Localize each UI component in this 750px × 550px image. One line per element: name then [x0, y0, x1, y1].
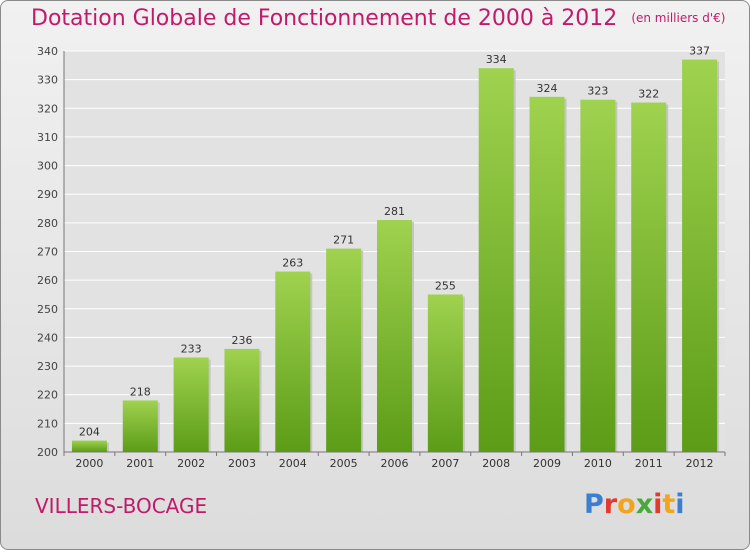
x-tick-label: 2004 — [279, 457, 307, 470]
x-tick-label: 2000 — [75, 457, 103, 470]
x-tick-label: 2009 — [533, 457, 561, 470]
y-tick-label: 240 — [37, 331, 58, 344]
brand-letter: x — [635, 489, 654, 520]
data-label: 255 — [435, 279, 456, 292]
brand-letter: P — [584, 489, 604, 520]
brand-letter: i — [653, 489, 663, 520]
bar — [631, 102, 667, 453]
data-label: 218 — [130, 385, 151, 398]
unit-label: (en milliers d'€) — [631, 11, 726, 25]
x-tick-label: 2010 — [584, 457, 612, 470]
data-label: 204 — [79, 426, 100, 439]
x-tick-label: 2012 — [686, 457, 714, 470]
bar — [224, 348, 260, 452]
data-label: 271 — [333, 234, 354, 247]
data-label: 322 — [638, 88, 659, 101]
brand-letter: o — [617, 489, 636, 520]
data-label: 233 — [181, 342, 202, 355]
y-tick-label: 250 — [37, 303, 58, 316]
x-tick-label: 2008 — [482, 457, 510, 470]
data-label: 337 — [689, 45, 710, 58]
y-tick-label: 260 — [37, 274, 58, 287]
bar — [682, 59, 718, 452]
x-tick-label: 2005 — [330, 457, 358, 470]
data-label: 281 — [384, 205, 405, 218]
y-tick-label: 280 — [37, 217, 58, 230]
data-label: 236 — [231, 334, 252, 347]
proxiti-logo: Proxiti — [584, 489, 685, 520]
bar — [580, 99, 616, 452]
bar — [326, 248, 362, 452]
x-tick-label: 2006 — [381, 457, 409, 470]
y-tick-label: 310 — [37, 131, 58, 144]
bar — [529, 96, 565, 452]
bar — [427, 294, 463, 452]
bar — [173, 357, 209, 452]
y-tick-label: 330 — [37, 74, 58, 87]
y-tick-label: 270 — [37, 246, 58, 259]
brand-letter: t — [662, 489, 676, 520]
bar — [275, 271, 311, 452]
x-tick-label: 2002 — [177, 457, 205, 470]
bar — [377, 219, 412, 452]
x-tick-label: 2007 — [431, 457, 459, 470]
title-text: Dotation Globale de Fonctionnement de 20… — [31, 6, 618, 31]
data-label: 323 — [587, 85, 608, 98]
data-label: 263 — [282, 257, 303, 270]
y-tick-label: 300 — [37, 160, 58, 173]
bar — [71, 440, 107, 452]
chart-title: Dotation Globale de Fonctionnement de 20… — [31, 6, 725, 31]
bar — [478, 68, 514, 452]
y-tick-label: 210 — [37, 417, 58, 430]
y-tick-label: 290 — [37, 188, 58, 201]
brand-letter: r — [603, 489, 618, 520]
y-tick-label: 340 — [37, 45, 58, 58]
y-tick-label: 220 — [37, 389, 58, 402]
bar — [122, 400, 158, 452]
data-label: 324 — [537, 82, 558, 95]
brand-letter: i — [675, 489, 685, 520]
x-tick-label: 2003 — [228, 457, 256, 470]
y-tick-label: 230 — [37, 360, 58, 373]
place-name: VILLERS-BOCAGE — [35, 494, 208, 518]
x-tick-label: 2011 — [635, 457, 663, 470]
data-label: 334 — [486, 53, 507, 66]
y-tick-label: 320 — [37, 102, 58, 115]
x-tick-label: 2001 — [126, 457, 154, 470]
y-tick-label: 200 — [37, 446, 58, 459]
